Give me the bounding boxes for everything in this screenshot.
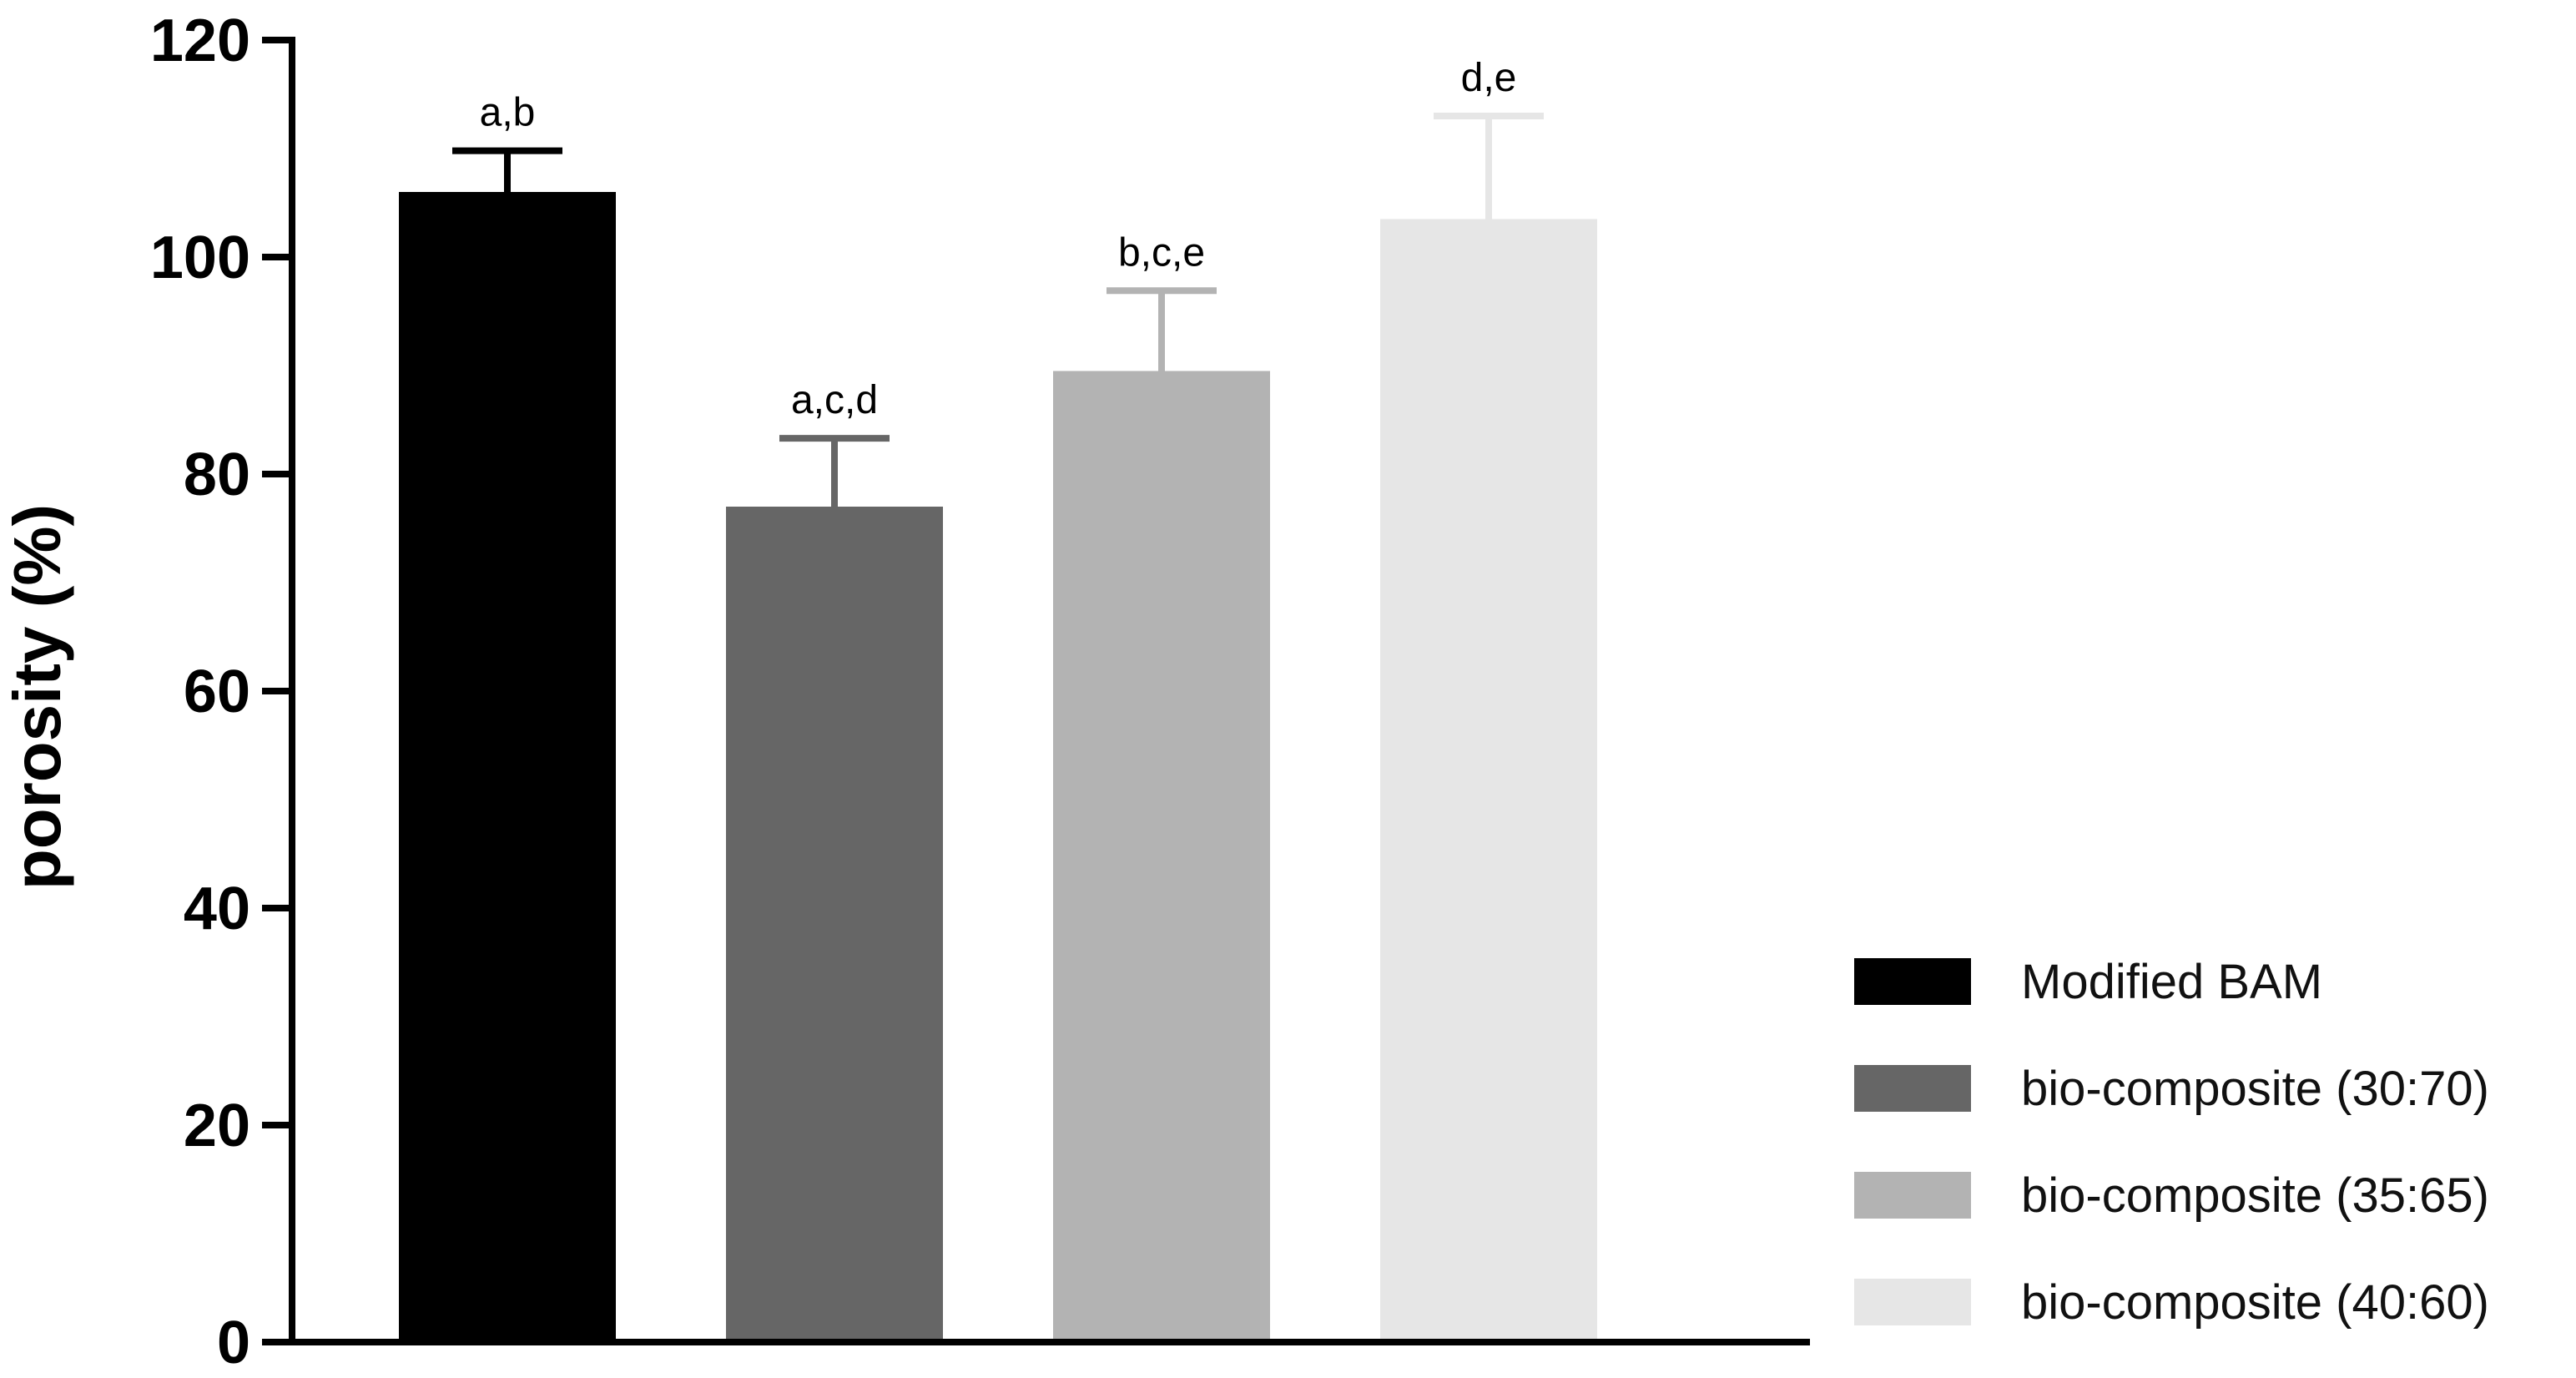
y-tick-label: 80 xyxy=(184,442,250,508)
legend-label: Modified BAM xyxy=(2021,955,2322,1009)
legend-label: bio-composite (40:60) xyxy=(2021,1275,2489,1330)
y-tick-label: 20 xyxy=(184,1093,250,1159)
y-tick-label: 60 xyxy=(184,659,250,725)
y-axis-title: porosity (%) xyxy=(0,504,74,890)
error-bars-layer xyxy=(452,113,1544,507)
legend-swatch xyxy=(1854,1065,1971,1112)
y-tick-label: 120 xyxy=(150,8,250,74)
bar xyxy=(1380,219,1597,1342)
bars-layer xyxy=(399,192,1597,1342)
bar xyxy=(726,507,943,1342)
legend-label: bio-composite (35:65) xyxy=(2021,1169,2489,1223)
legend-swatch xyxy=(1854,1279,1971,1325)
legend-label: bio-composite (30:70) xyxy=(2021,1062,2489,1116)
significance-labels-layer: a,b a,c,d b,c,e d,e xyxy=(480,56,1517,422)
significance-label: d,e xyxy=(1461,56,1517,100)
significance-label: a,b xyxy=(480,91,536,135)
legend: Modified BAM bio-composite (30:70) bio-com… xyxy=(1854,955,2489,1330)
legend-swatch xyxy=(1854,958,1971,1005)
y-tick-label: 0 xyxy=(217,1310,250,1376)
significance-label: b,c,e xyxy=(1118,230,1205,275)
bar xyxy=(399,192,616,1342)
legend-swatch xyxy=(1854,1172,1971,1219)
y-ticks-layer: 0 20 40 60 80 100 120 xyxy=(150,8,292,1376)
y-tick-label: 40 xyxy=(184,876,250,942)
bar xyxy=(1053,371,1270,1342)
y-tick-label: 100 xyxy=(150,225,250,291)
significance-label: a,c,d xyxy=(791,378,878,422)
